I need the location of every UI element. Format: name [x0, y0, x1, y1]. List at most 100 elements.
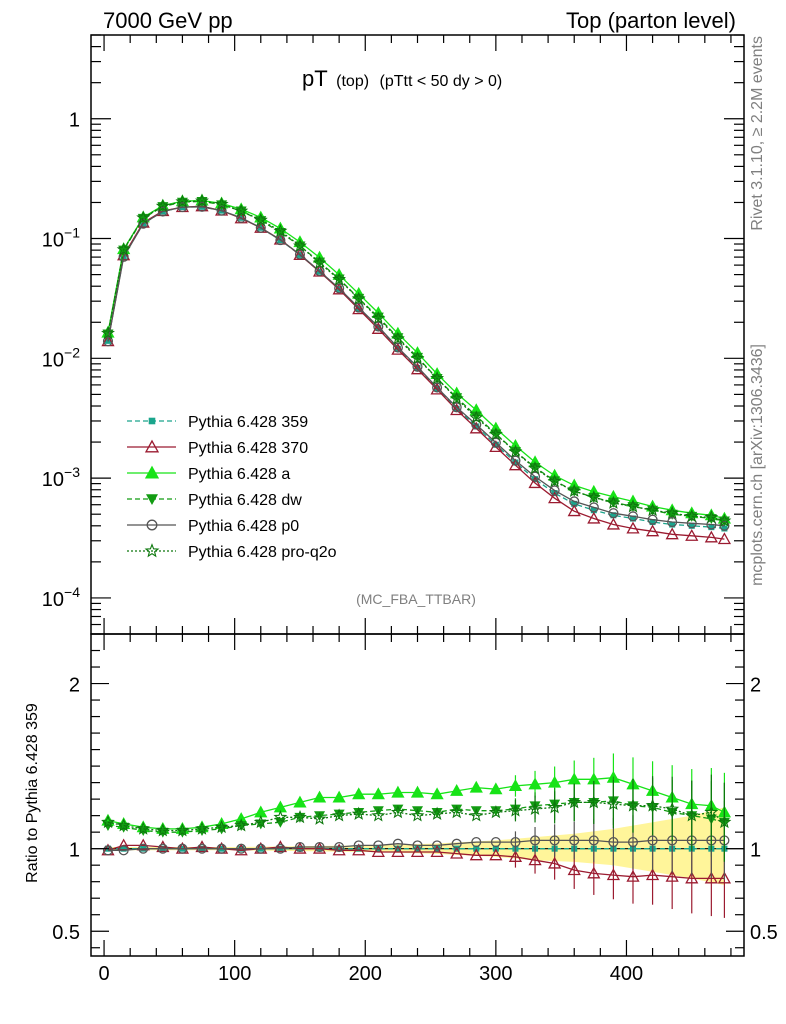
ratio-point: [234, 818, 249, 832]
data-point: [549, 485, 560, 496]
data-point: [571, 500, 578, 507]
ratio-point: [234, 843, 248, 856]
data-point: [102, 336, 114, 347]
ratio-point: [508, 803, 523, 817]
legend-marker: [144, 543, 160, 558]
data-point: [587, 511, 601, 524]
series-1-ratio-line: [107, 844, 725, 880]
legend: Pythia 6.428 359 Pythia 6.428 370 Pythia 6…: [127, 414, 337, 561]
legend-marker: [144, 465, 160, 479]
data-point: [332, 272, 347, 286]
data-point: [273, 223, 288, 238]
ratio-point: [390, 805, 405, 819]
ratio-point: [469, 780, 483, 793]
data-point: [234, 203, 249, 217]
data-point: [548, 491, 562, 504]
data-point: [175, 194, 190, 208]
ratio-point: [371, 808, 386, 822]
ratio-point: [434, 845, 441, 852]
ratio-point: [608, 837, 619, 848]
ratio-point: [451, 804, 463, 815]
data-point: [547, 474, 562, 488]
ratio-point: [451, 838, 462, 849]
data-point: [453, 405, 460, 412]
ratio-point: [352, 843, 366, 856]
data-point: [717, 513, 732, 527]
ratio-point: [717, 871, 732, 884]
ratio-point: [508, 850, 523, 862]
legend-marker: [144, 439, 160, 453]
ratio-y-tick-label-right: 0.5: [750, 922, 778, 944]
ratio-point: [606, 868, 621, 881]
data-point: [410, 351, 425, 365]
ratio-plot-series: [101, 753, 732, 918]
ratio-point: [549, 835, 560, 846]
data-point: [532, 476, 539, 483]
ratio-point: [567, 863, 581, 876]
ratio-point: [332, 790, 346, 803]
y-tick-label: 10−3: [42, 464, 80, 491]
ratio-point: [118, 845, 129, 856]
data-point: [412, 361, 423, 372]
ratio-point: [293, 809, 307, 824]
ratio-point: [626, 869, 640, 882]
ratio-point: [373, 840, 384, 851]
data-point: [410, 362, 425, 375]
ratio-point: [102, 845, 114, 856]
ratio-point: [351, 806, 366, 820]
legend-marker: [148, 417, 156, 425]
ratio-point: [490, 806, 502, 817]
data-point: [667, 516, 678, 528]
ratio-point: [528, 853, 542, 866]
ratio-point: [430, 787, 444, 800]
series-5-line: [107, 200, 725, 522]
ratio-point: [312, 790, 327, 803]
legend-label: Pythia 6.428 a: [188, 466, 290, 483]
data-point: [177, 202, 188, 213]
y-tick-exponent: −2: [64, 344, 80, 360]
data-point: [138, 218, 149, 229]
x-tick-label: 100: [218, 963, 251, 985]
legend-entry: Pythia 6.428 370: [127, 439, 308, 457]
mcplots-label: mcplots.cern.ch [arXiv:1306.3436]: [749, 344, 766, 586]
data-point: [629, 515, 637, 522]
data-point: [451, 402, 462, 413]
ratio-point: [120, 845, 127, 852]
ratio-point: [489, 782, 503, 795]
data-point: [469, 410, 484, 424]
ratio-point: [647, 835, 658, 846]
ratio-y-tick-label-left: 0.5: [52, 922, 80, 944]
ratio-point: [332, 843, 346, 856]
data-point: [669, 521, 676, 528]
data-point: [685, 528, 699, 541]
data-point: [136, 210, 151, 224]
process-label: Top (parton level): [566, 8, 736, 33]
data-point: [510, 455, 521, 466]
data-point: [606, 517, 621, 530]
legend-entry: Pythia 6.428 359: [127, 414, 308, 431]
data-point: [645, 524, 660, 537]
data-point: [375, 324, 382, 331]
ratio-point: [704, 871, 718, 884]
series-4-ratio-line: [108, 839, 725, 851]
data-point: [665, 505, 680, 520]
data-point: [332, 282, 346, 295]
ratio-y-tick-label-left: 2: [69, 675, 80, 697]
ratio-point: [392, 838, 403, 849]
ratio-point: [355, 845, 362, 852]
ratio-point: [665, 869, 679, 882]
data-point: [392, 342, 403, 353]
ratio-point: [314, 841, 325, 853]
data-point: [255, 222, 266, 233]
data-point: [352, 302, 366, 315]
y-tick-label: 10−4: [42, 584, 80, 611]
ratio-point: [293, 841, 307, 854]
ratio-point: [704, 805, 719, 819]
data-point: [688, 522, 695, 529]
y-tick-mantissa: 10: [42, 589, 64, 611]
data-point: [490, 437, 501, 448]
data-point: [626, 521, 640, 534]
data-point: [275, 235, 286, 246]
ratio-point: [430, 806, 445, 820]
data-point: [371, 322, 385, 334]
